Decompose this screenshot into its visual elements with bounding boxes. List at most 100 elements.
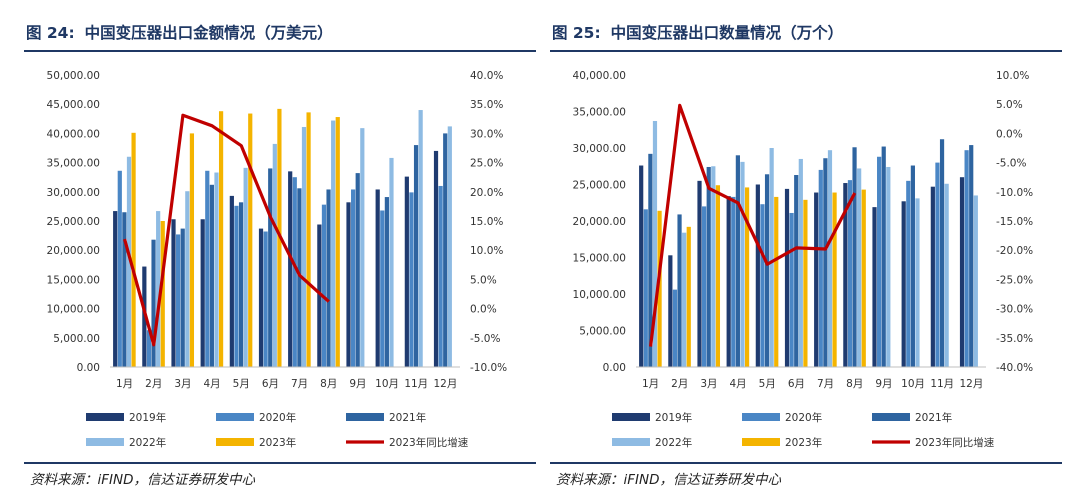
y2-tick-label: 0.0%	[470, 304, 497, 316]
y2-tick-label: 5.0%	[470, 274, 497, 286]
y-tick-label: 15,000.00	[573, 253, 626, 265]
y2-tick-label: 30.0%	[470, 128, 503, 140]
bar-s2021-7	[823, 158, 828, 367]
bar-s2019-7	[814, 192, 819, 367]
bar-s2021-3	[180, 228, 185, 367]
y-tick-label: 0.00	[77, 362, 100, 374]
bar-s2022-7	[827, 150, 833, 367]
bar-s2023-3	[715, 185, 721, 367]
bar-s2020-8	[321, 204, 327, 367]
bar-s2020-6	[263, 231, 268, 367]
x-tick-label: 1月	[642, 378, 659, 390]
legend-swatch-s2022	[86, 438, 124, 446]
bar-s2022-12	[447, 126, 452, 367]
x-tick-label: 5月	[759, 378, 776, 390]
y-tick-label: 50,000.00	[47, 70, 100, 82]
bar-s2019-1	[113, 211, 118, 367]
yoy-growth-line	[648, 103, 857, 347]
y-tick-label: 20,000.00	[47, 245, 100, 257]
figure-title: 图 25: 中国变压器出口数量情况（万个）	[552, 21, 843, 43]
bar-s2022-11	[944, 183, 949, 367]
x-tick-label: 8月	[320, 378, 337, 390]
legend-swatch-s2021	[872, 413, 910, 421]
bar-s2019-6	[258, 228, 264, 367]
y-tick-label: 25,000.00	[573, 180, 626, 192]
bar-s2020-3	[702, 206, 707, 367]
bar-s2021-11	[413, 145, 419, 367]
quantity-chart: 0.00 5,000.00 10,000.00 15,000.00 20,000.00 2…	[573, 70, 1034, 449]
bar-s2020-7	[818, 169, 823, 367]
bar-s2019-10	[901, 201, 906, 367]
source-note: 资料来源：iFIND，信达证券研发中心	[30, 472, 255, 488]
bar-s2021-6	[268, 168, 273, 367]
y2-tick-label: -20.0%	[996, 245, 1033, 257]
bar-s2022-10	[915, 198, 920, 367]
legend-label: 2023年同比增速	[389, 436, 469, 449]
legend-label: 2020年	[785, 411, 822, 424]
legend-label: 2020年	[259, 411, 296, 424]
x-tick-label: 7月	[291, 378, 308, 390]
bar-s2022-7	[301, 126, 307, 367]
source-note: 资料来源：iFIND，信达证券研发中心	[556, 472, 781, 488]
y-tick-label: 30,000.00	[47, 187, 100, 199]
bar-s2020-5	[760, 204, 765, 367]
bar-s2021-7	[297, 188, 302, 367]
bar-s2023-5	[248, 113, 253, 367]
y2-tick-label: -15.0%	[996, 216, 1033, 228]
bar-s2019-3	[697, 180, 702, 367]
bar-s2022-10	[389, 157, 394, 367]
bar-s2022-6	[272, 143, 277, 367]
bar-s2023-1	[657, 210, 662, 367]
y2-tick-label: 25.0%	[470, 158, 503, 170]
legend-swatch-s2023	[216, 438, 254, 446]
x-tick-label: 3月	[700, 378, 717, 390]
bar-s2020-7	[292, 177, 297, 367]
bar-s2020-9	[351, 189, 356, 367]
bar-s2023-3	[189, 133, 195, 367]
bar-s2019-3	[171, 219, 176, 367]
bar-s2020-2	[146, 330, 152, 367]
bar-s2021-8	[852, 147, 857, 367]
bar-s2022-9	[886, 166, 891, 367]
bar-s2020-4	[205, 170, 210, 367]
x-tick-label: 10月	[375, 378, 399, 390]
legend-label: 2023年	[259, 436, 296, 449]
bar-s2021-1	[648, 153, 653, 367]
bar-s2022-3	[711, 166, 716, 367]
figure-number: 图 25:	[552, 24, 601, 42]
bar-s2020-5	[234, 205, 239, 367]
y-tick-label: 10,000.00	[47, 304, 100, 316]
y2-tick-label: 5.0%	[996, 99, 1023, 111]
y-tick-label: 20,000.00	[573, 216, 626, 228]
chart-panel-quantity: 图 25: 中国变压器出口数量情况（万个） 0.00 5,000.00 10,000.…	[540, 0, 1066, 495]
bar-s2021-1	[122, 212, 127, 367]
x-tick-label: 6月	[788, 378, 805, 390]
y2-tick-label: -25.0%	[996, 274, 1033, 286]
y2-tick-label: -30.0%	[996, 304, 1033, 316]
bar-s2022-8	[857, 168, 862, 367]
bar-s2022-3	[185, 191, 190, 367]
x-tick-label: 11月	[404, 378, 428, 390]
bar-s2020-4	[731, 196, 736, 367]
figure-title-text: 中国变压器出口数量情况（万个）	[610, 24, 844, 42]
bar-s2019-12	[959, 177, 965, 367]
x-tick-label: 4月	[203, 378, 220, 390]
x-tick-label: 4月	[729, 378, 746, 390]
bar-s2022-9	[360, 128, 365, 367]
y2-tick-label: -10.0%	[996, 187, 1033, 199]
bar-s2019-2	[142, 266, 147, 367]
bar-s2019-9	[872, 207, 877, 367]
bar-s2023-1	[131, 132, 136, 367]
bar-s2020-10	[380, 210, 385, 367]
y-tick-label: 10,000.00	[573, 289, 626, 301]
title-rule	[550, 50, 1062, 52]
y2-tick-label: 35.0%	[470, 99, 503, 111]
y2-tick-label: 15.0%	[470, 216, 503, 228]
yoy-growth-line	[123, 113, 330, 347]
bar-s2020-1	[117, 170, 122, 367]
title-rule	[24, 50, 536, 52]
bar-s2019-11	[404, 176, 409, 367]
bar-s2023-4	[218, 111, 224, 367]
bar-s2019-2	[668, 255, 673, 367]
bar-s2023-6	[803, 199, 808, 367]
